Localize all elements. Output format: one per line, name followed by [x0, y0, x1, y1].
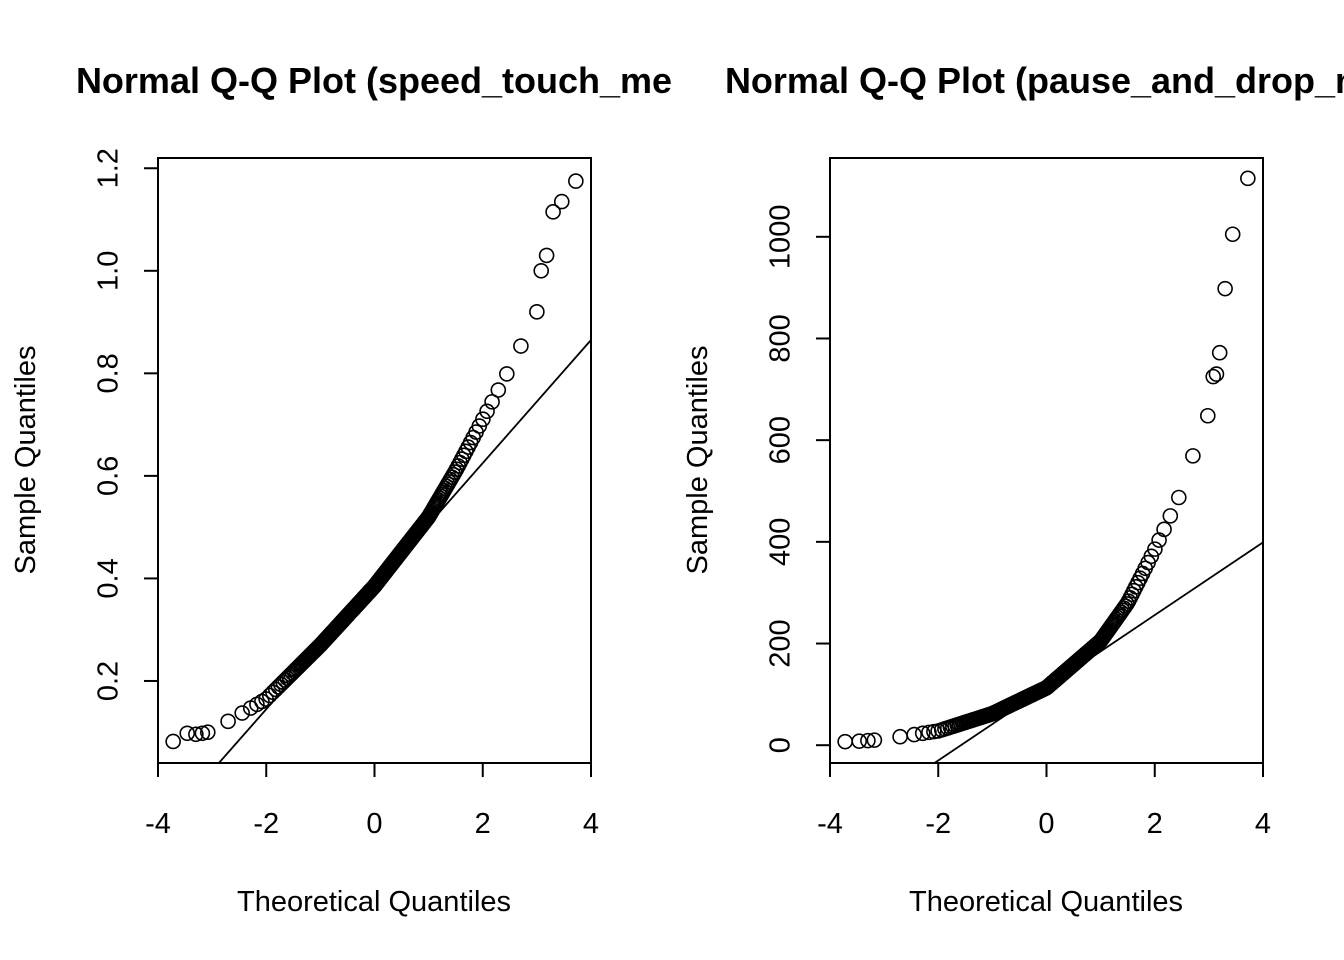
- qq-panel-right: Normal Q-Q Plot (pause_and_drop_m -4 -2 0 2…: [682, 60, 1344, 918]
- x-axis-label-left: Theoretical Quantiles: [237, 886, 511, 918]
- sample-point: [188, 726, 204, 743]
- sample-point: [545, 204, 561, 220]
- y-axis-left: 0.2 0.4 0.6 0.8 1.0 1.2: [93, 148, 159, 701]
- sample-point: [1143, 548, 1160, 565]
- sample-point: [179, 725, 196, 742]
- sample-points-left: [165, 173, 584, 750]
- y-tick-label: 1000: [765, 205, 797, 270]
- sample-point: [1240, 170, 1256, 187]
- sample-point: [499, 366, 515, 382]
- x-tick-label: 2: [1147, 808, 1163, 840]
- sample-point: [265, 684, 281, 701]
- sample-point: [906, 726, 922, 743]
- y-axis-label-right: Sample Quantiles: [682, 346, 714, 575]
- chart-title-left: Normal Q-Q Plot (speed_touch_me: [76, 60, 672, 101]
- sample-point: [538, 247, 555, 264]
- sample-point: [860, 732, 876, 749]
- sample-point: [261, 687, 278, 704]
- sample-point: [1211, 344, 1228, 361]
- x-axis-left: -4 -2 0 2 4: [145, 762, 599, 840]
- x-tick-label: -4: [145, 808, 171, 840]
- sample-point: [568, 173, 584, 189]
- x-tick-label: 0: [1038, 808, 1054, 840]
- sample-point: [194, 725, 211, 742]
- y-tick-label: 0.8: [93, 353, 125, 393]
- x-tick-label: -2: [253, 808, 279, 840]
- sample-point: [553, 193, 570, 210]
- sample-point: [866, 732, 883, 748]
- y-tick-label: 1.2: [93, 148, 125, 188]
- chart-title-right: Normal Q-Q Plot (pause_and_drop_m: [725, 60, 1344, 101]
- sample-point: [1185, 448, 1201, 464]
- sample-point: [479, 403, 495, 420]
- qq-panel-left: Normal Q-Q Plot (speed_touch_me -4 -2 0 2 4 …: [10, 60, 672, 918]
- sample-point: [851, 733, 868, 749]
- plot-frame-left: [157, 157, 592, 764]
- x-tick-label: 4: [1255, 808, 1271, 840]
- y-tick-label: 400: [765, 518, 797, 566]
- sample-point: [914, 725, 931, 742]
- sample-point: [1217, 280, 1233, 297]
- sample-point: [1147, 541, 1163, 557]
- sample-point: [220, 713, 236, 730]
- sample-point: [1171, 489, 1187, 506]
- sample-point: [892, 728, 908, 745]
- sample-point: [234, 705, 250, 721]
- sample-point: [165, 733, 181, 750]
- sample-point: [1199, 407, 1216, 424]
- sample-points-right: [837, 170, 1256, 750]
- y-tick-label: 0.6: [93, 456, 125, 496]
- sample-point: [837, 733, 853, 750]
- x-axis-label-right: Theoretical Quantiles: [909, 886, 1183, 918]
- sample-point: [529, 304, 545, 320]
- sample-point: [254, 693, 270, 710]
- y-tick-label: 200: [765, 619, 797, 667]
- sample-point: [1156, 521, 1172, 538]
- sample-point: [1224, 226, 1241, 243]
- y-tick-label: 0.4: [93, 558, 125, 598]
- x-tick-label: -2: [925, 808, 951, 840]
- x-axis-right: -4 -2 0 2 4: [817, 762, 1271, 840]
- sample-point: [490, 382, 507, 398]
- y-tick-label: 600: [765, 416, 797, 464]
- y-tick-label: 0.2: [93, 661, 125, 701]
- x-tick-label: 4: [583, 808, 599, 840]
- x-tick-label: 2: [475, 808, 491, 840]
- sample-point: [1208, 366, 1225, 382]
- sample-point: [1205, 368, 1222, 385]
- y-tick-label: 800: [765, 314, 797, 362]
- x-tick-label: -4: [817, 808, 843, 840]
- x-tick-label: 0: [366, 808, 382, 840]
- sample-point: [533, 262, 550, 279]
- sample-point: [484, 394, 500, 410]
- sample-point: [513, 338, 529, 354]
- y-axis-label-left: Sample Quantiles: [10, 346, 42, 575]
- sample-point: [475, 411, 491, 427]
- sample-point: [199, 724, 216, 741]
- y-tick-label: 0: [765, 737, 797, 753]
- y-tick-label: 1.0: [93, 251, 125, 291]
- y-axis-right: 0 200 400 600 800 1000: [765, 205, 831, 753]
- sample-point: [1162, 508, 1179, 524]
